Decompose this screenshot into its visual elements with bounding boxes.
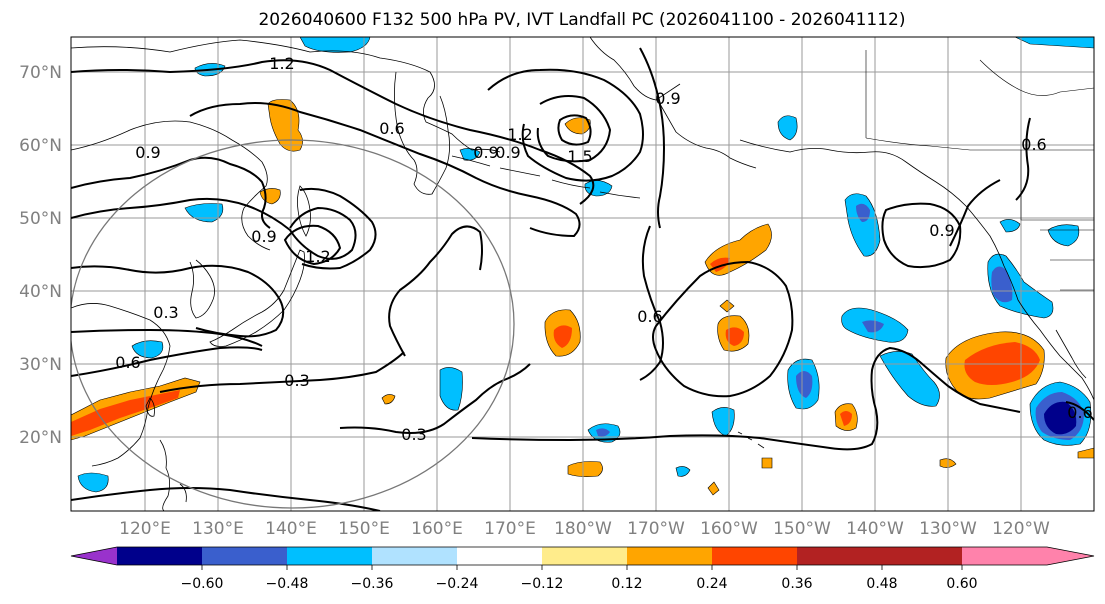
ivt-positive-region [761, 457, 773, 469]
ivt-negative-region [1044, 401, 1077, 435]
lat-label: 40°N [19, 282, 62, 302]
contour-labels: 1.2 0.6 0.9 0.9 1.2 1.5 0.9 0.6 0.9 0.9 … [115, 54, 1092, 444]
map-title: 2026040600 F132 500 hPa PV, IVT Landfall… [258, 10, 905, 30]
lon-label: 170°E [484, 519, 536, 539]
ivt-positive-region [719, 299, 735, 313]
ivt-negative-region [844, 193, 881, 257]
ivt-negative-region [596, 428, 610, 437]
colorbar-tick-label: −0.60 [181, 576, 224, 592]
lon-label: 170°W [627, 519, 685, 539]
colorbar-tick-label: −0.48 [266, 576, 309, 592]
contour-label: 0.3 [401, 425, 426, 444]
coastlines [71, 37, 1094, 511]
ivt-positive-region [381, 394, 396, 405]
lon-label: 150°E [338, 519, 390, 539]
ivt-negative-region [999, 219, 1021, 233]
lon-label: 150°W [773, 519, 831, 539]
colorbar-tick-label: 0.60 [946, 576, 977, 592]
ivt-positive-region [725, 327, 744, 346]
contour-label: 0.9 [929, 221, 954, 240]
contour-label: 0.9 [135, 143, 160, 162]
colorbar-segment [542, 547, 628, 565]
lat-label: 70°N [19, 63, 62, 83]
colorbar-segment [797, 547, 883, 565]
contour-label: 0.6 [1067, 403, 1092, 422]
ivt-negative-region [991, 266, 1013, 303]
ivt-negative-region [777, 115, 798, 141]
lon-label: 130°E [192, 519, 244, 539]
ivt-positive-region [564, 117, 591, 135]
lon-label: 160°E [411, 519, 463, 539]
lat-label: 50°N [19, 209, 62, 229]
colorbar-tick-label: 0.48 [866, 576, 897, 592]
colorbar-tick-label: −0.24 [436, 576, 479, 592]
colorbar-segment [712, 547, 798, 565]
colorbar-tick-label: 0.36 [781, 576, 812, 592]
lon-label: 180°W [554, 519, 612, 539]
contour-label: 0.3 [284, 371, 309, 390]
pv-contours [71, 47, 1094, 511]
lon-label: 140°E [265, 519, 317, 539]
lat-label: 20°N [19, 428, 62, 448]
ivt-negative-region [439, 367, 463, 411]
contour-label: 0.3 [153, 303, 178, 322]
colorbar-outline [70, 546, 1095, 566]
map-frame [70, 36, 1095, 512]
colorbar-segment [287, 547, 373, 565]
colorbar-ticks [201, 565, 963, 570]
contour-label: 0.6 [379, 119, 404, 138]
ivt-positive-region [707, 481, 720, 496]
ivt-negative-region [879, 351, 940, 407]
borders [865, 50, 1094, 291]
lon-label: 140°W [846, 519, 904, 539]
lat-label: 30°N [19, 355, 62, 375]
contour-label: 0.6 [637, 307, 662, 326]
colorbar-over-arrow [1047, 547, 1094, 565]
ivt-negative-region [77, 472, 109, 493]
contour-label: 0.9 [473, 143, 498, 162]
ivt-negative-region [862, 320, 884, 333]
colorbar-segment [627, 547, 713, 565]
lon-label: 160°W [700, 519, 758, 539]
contour-label: 1.2 [507, 125, 532, 144]
colorbar-tick-label: 0.24 [696, 576, 727, 592]
contour-label: 1.2 [269, 54, 294, 73]
colorbar-segment [117, 547, 203, 565]
ivt-positive-region [840, 411, 852, 426]
ivt-positive-region [1077, 447, 1094, 459]
lon-label: 120°E [119, 519, 171, 539]
ivt-positive-region [553, 325, 572, 348]
ivt-negative-region [856, 203, 870, 222]
contour-label: 1.2 [305, 247, 330, 266]
colorbar-segment [457, 547, 543, 565]
ivt-negative-region [675, 466, 691, 477]
contour-label: 0.6 [1021, 135, 1046, 154]
latitude-labels: 70°N 60°N 50°N 40°N 30°N 20°N [19, 63, 62, 448]
colorbar-segment [372, 547, 458, 565]
contour-label: 1.5 [567, 147, 592, 166]
map-panel: 1.2 0.6 0.9 0.9 1.2 1.5 0.9 0.6 0.9 0.9 … [71, 37, 1094, 511]
contour-label: 0.9 [655, 89, 680, 108]
contour-label: 0.9 [251, 227, 276, 246]
lon-label: 130°W [919, 519, 977, 539]
colorbar-segment [882, 547, 962, 565]
lon-label: 120°W [992, 519, 1050, 539]
reference-radius-circle [71, 139, 515, 509]
colorbar: −0.60 −0.48 −0.36 −0.24 −0.12 0.12 0.24 … [70, 546, 1095, 592]
ivt-negative-region [796, 371, 813, 398]
contour-label: 0.9 [495, 143, 520, 162]
ivt-positive-region [567, 461, 603, 477]
colorbar-segment [962, 547, 1048, 565]
colorbar-segment [202, 547, 288, 565]
colorbar-tick-label: 0.12 [611, 576, 642, 592]
lat-label: 60°N [19, 136, 62, 156]
colorbar-tick-label: −0.36 [351, 576, 394, 592]
colorbar-tick-label: −0.12 [521, 576, 564, 592]
contour-label: 0.6 [115, 353, 140, 372]
longitude-labels: 120°E 130°E 140°E 150°E 160°E 170°E 180°… [119, 519, 1050, 539]
colorbar-under-arrow [71, 547, 117, 565]
ivt-positive-region [267, 99, 303, 152]
